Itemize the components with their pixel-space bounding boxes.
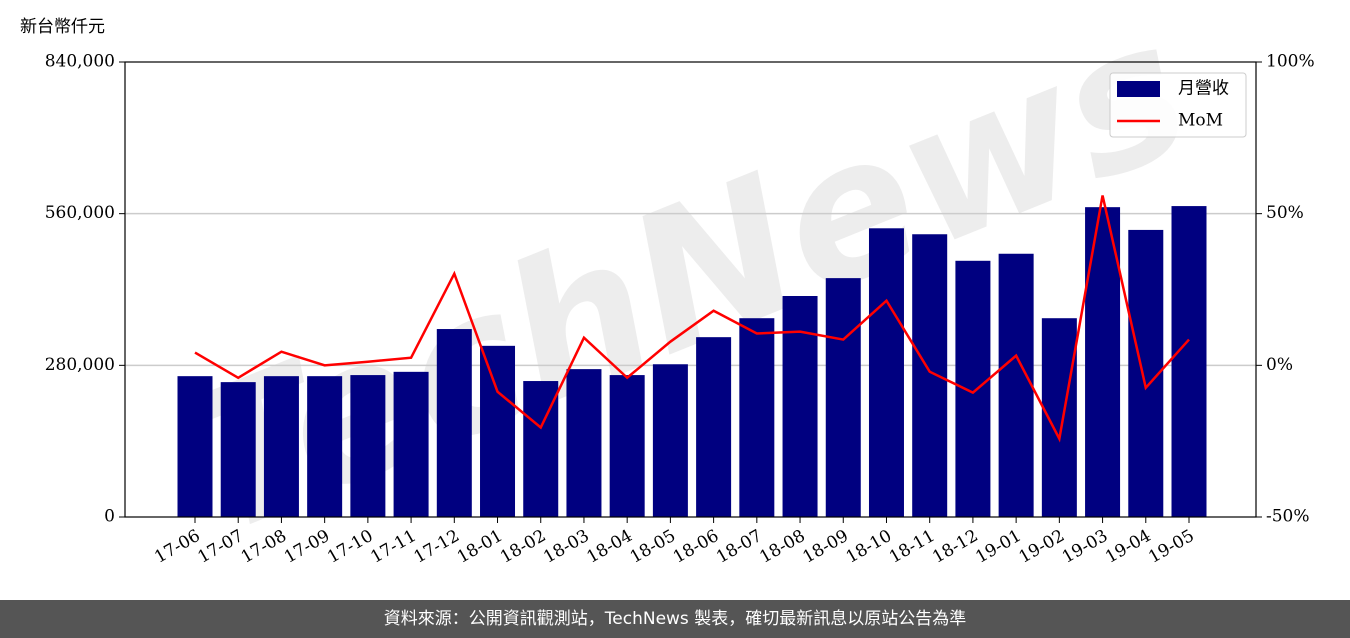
bar (480, 345, 516, 517)
bar (782, 296, 818, 517)
bar (1171, 206, 1207, 518)
bar (350, 375, 386, 517)
x-tick-label: 19-03 (1059, 526, 1111, 568)
y2-tick-label: -50% (1266, 507, 1310, 527)
bar (436, 329, 472, 517)
x-tick-label: 19-05 (1145, 526, 1197, 568)
bar (177, 376, 213, 517)
bar (220, 382, 256, 517)
x-tick-label: 18-12 (929, 526, 981, 568)
bar (696, 337, 732, 517)
legend-label: MoM (1178, 111, 1223, 131)
legend-label: 月營收 (1178, 79, 1229, 99)
bar (566, 369, 602, 517)
chart: 新台幣仟元 TechNews 0280,000560,000840,000-50… (20, 0, 1315, 578)
bar (955, 260, 991, 517)
y-tick-label: 840,000 (45, 52, 115, 72)
x-tick-label: 18-05 (627, 526, 679, 568)
x-tick-label: 17-12 (411, 526, 463, 568)
x-tick-label: 19-04 (1102, 526, 1154, 568)
plot-frame (124, 61, 1257, 518)
x-tick-label: 18-04 (583, 526, 635, 568)
x-tick-label: 18-11 (886, 526, 938, 568)
x-tick-label: 18-09 (800, 526, 852, 568)
y-tick-label: 0 (104, 507, 115, 527)
x-tick-label: 18-08 (756, 526, 808, 568)
bar (609, 375, 645, 517)
x-tick-label: 18-03 (540, 526, 592, 568)
y2-tick-label: 50% (1266, 203, 1304, 223)
x-tick-label: 19-01 (972, 526, 1024, 568)
bar (263, 376, 299, 517)
bar (393, 371, 429, 517)
y-tick-label: 280,000 (45, 355, 115, 375)
bar (912, 234, 948, 517)
bar (825, 278, 861, 517)
bar (739, 318, 775, 517)
bar (868, 228, 904, 517)
y2-tick-label: 0% (1266, 355, 1293, 375)
bar (307, 376, 343, 517)
x-tick-label: 19-02 (1016, 526, 1068, 568)
x-tick-label: 18-06 (670, 526, 722, 568)
y-tick-label: 560,000 (45, 203, 115, 223)
line (194, 195, 1190, 443)
x-tick-label: 18-01 (454, 526, 506, 568)
x-tick-label: 17-06 (151, 526, 203, 568)
legend-swatch (1117, 81, 1160, 97)
footer: 資料來源：公開資訊觀測站，TechNews 製表，確切最新訊息以原站公告為準 (0, 600, 1350, 638)
x-tick-label: 18-02 (497, 526, 549, 568)
bar (652, 364, 688, 517)
x-tick-label: 18-07 (713, 526, 765, 568)
x-tick-label: 17-11 (367, 526, 419, 568)
y2-tick-label: 100% (1266, 52, 1315, 72)
bar (998, 253, 1034, 517)
x-tick-label: 18-10 (843, 526, 895, 568)
y-axis-label: 新台幣仟元 (20, 17, 105, 37)
